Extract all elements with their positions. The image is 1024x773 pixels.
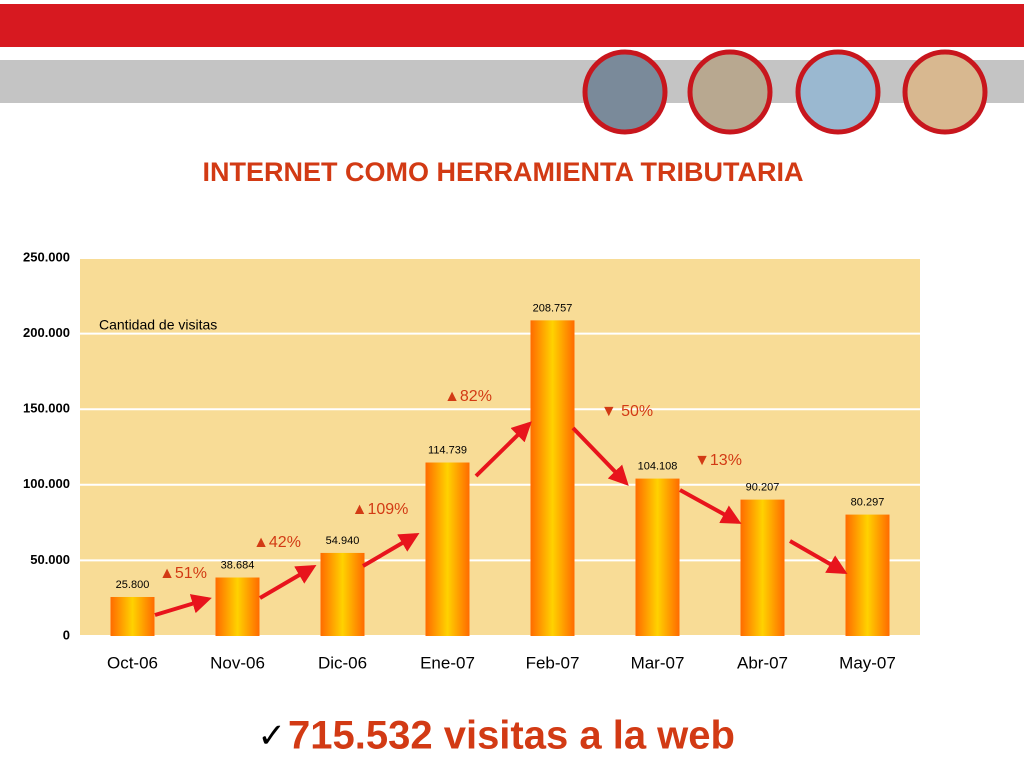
y-tick-label: 200.000	[23, 325, 70, 340]
change-annotation: ▲51%	[159, 565, 207, 582]
trend-arrow	[474, 421, 532, 478]
change-annotation: ▼13%	[694, 452, 742, 469]
bar	[425, 462, 470, 636]
header-band	[0, 4, 1024, 47]
bar	[215, 577, 260, 636]
trend-arrow	[571, 426, 629, 486]
value-label: 25.800	[116, 579, 150, 591]
value-label: 90.207	[746, 482, 780, 494]
y-tick-label: 50.000	[30, 552, 70, 567]
trend-arrow	[154, 594, 212, 617]
y-tick-label: 150.000	[23, 401, 70, 416]
trend-arrow	[258, 564, 317, 600]
x-tick-label: Feb-07	[526, 653, 580, 672]
legend-label: Cantidad de visitas	[99, 317, 217, 333]
value-label: 208.757	[533, 302, 573, 314]
change-annotation: ▲82%	[444, 388, 492, 405]
change-annotation: ▲109%	[352, 501, 409, 518]
bar	[740, 499, 785, 636]
x-tick-label: Oct-06	[107, 653, 158, 672]
x-tick-label: Abr-07	[737, 653, 788, 672]
chart: 0 50.000 100.000 150.000 200.000 250.000 Oct-0…	[23, 249, 920, 672]
bar	[635, 478, 680, 636]
change-annotation: ▼ 50%	[601, 403, 653, 420]
x-tick-label: Nov-06	[210, 653, 265, 672]
value-label: 54.940	[326, 535, 360, 547]
trend-arrow	[789, 539, 848, 574]
bar	[320, 552, 365, 636]
x-tick-label: Ene-07	[420, 653, 475, 672]
value-label: 114.739	[428, 444, 467, 456]
x-tick-label: Mar-07	[631, 653, 685, 672]
value-label: 104.108	[638, 460, 678, 472]
check-mark: ✓	[258, 717, 287, 755]
value-label: 38.684	[221, 559, 255, 571]
photo-icons	[582, 49, 988, 135]
value-label: 80.297	[851, 496, 885, 508]
x-tick-label: May-07	[839, 653, 896, 672]
footer-text: 715.532 visitas a la web	[288, 714, 735, 758]
y-tick-label: 250.000	[23, 249, 70, 264]
trend-arrow	[361, 532, 420, 568]
bar	[110, 596, 155, 636]
x-tick-label: Dic-06	[318, 653, 367, 672]
y-tick-label: 0	[63, 627, 70, 642]
chart-title: INTERNET COMO HERRAMIENTA TRIBUTARIA	[203, 157, 804, 187]
y-tick-label: 100.000	[23, 476, 70, 491]
bar	[530, 320, 575, 636]
change-annotation: ▲42%	[253, 534, 301, 551]
bar	[845, 514, 890, 636]
trend-arrow	[679, 488, 742, 524]
